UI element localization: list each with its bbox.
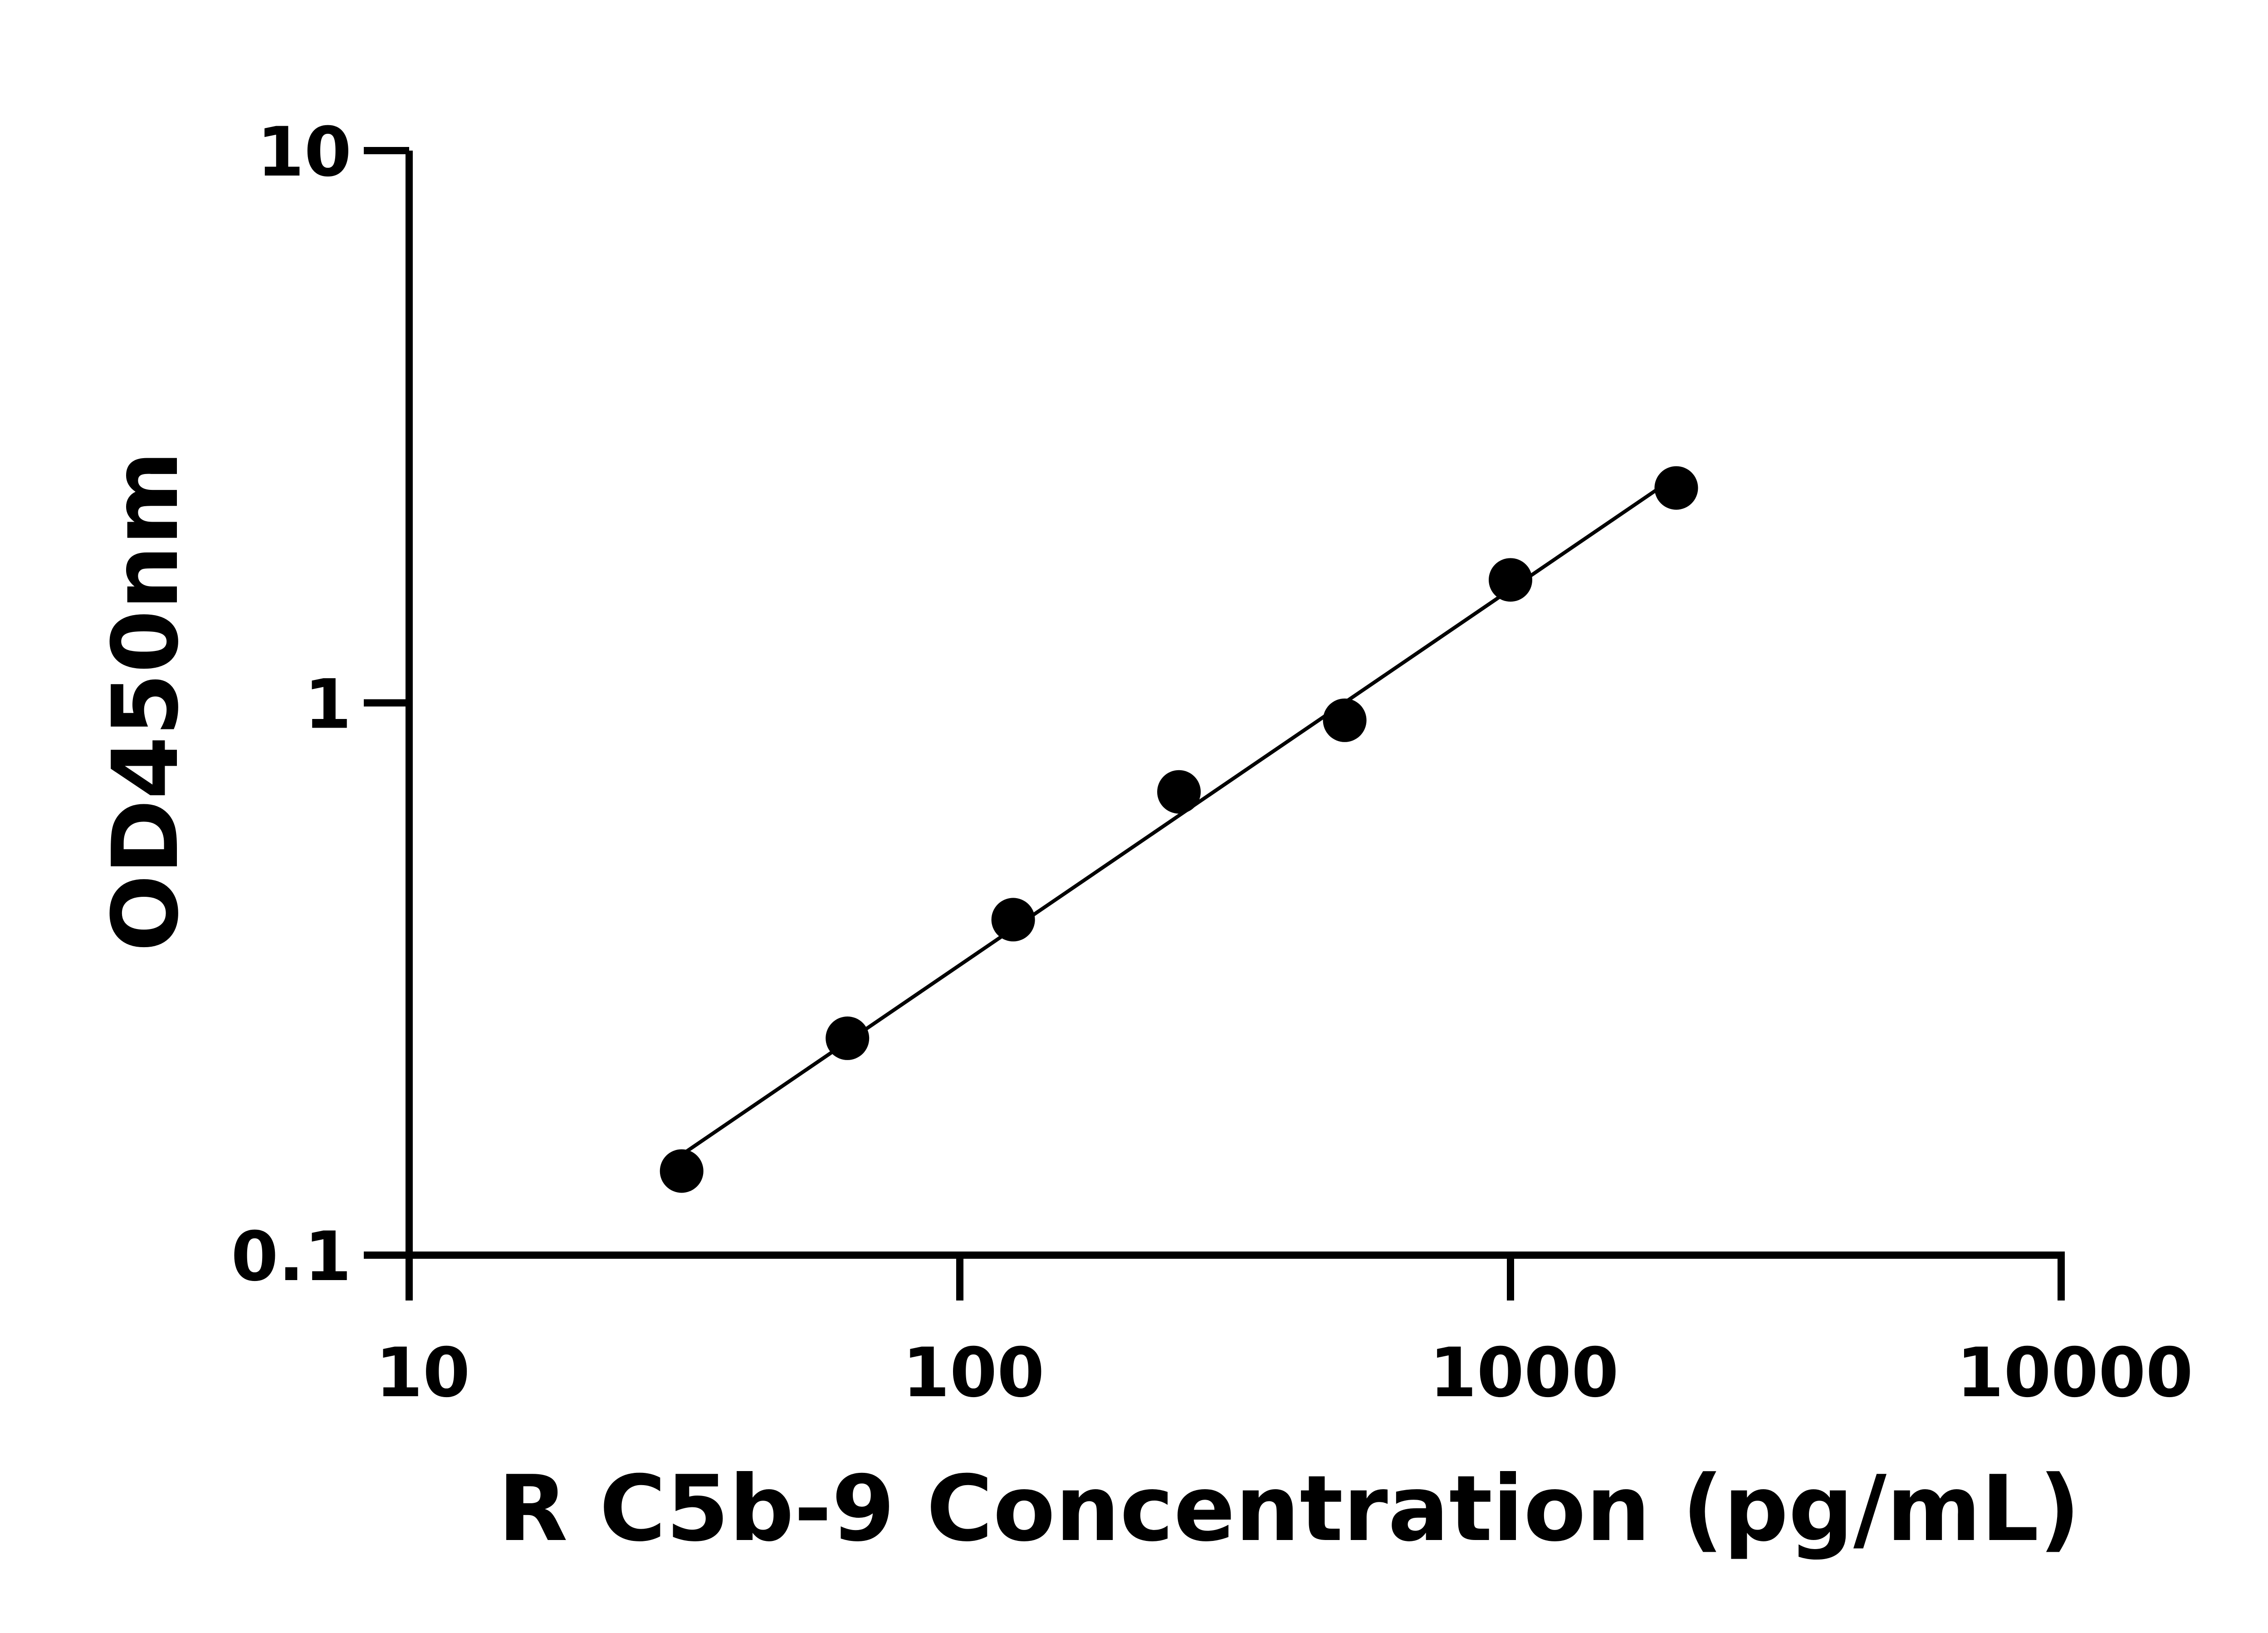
y-tick-label: 1 <box>304 665 352 744</box>
x-tick-label: 1000 <box>1429 1334 1618 1413</box>
data-point <box>826 1016 870 1060</box>
data-point <box>991 898 1035 942</box>
x-axis-title: R C5b-9 Concentration (pg/mL) <box>498 1456 2080 1562</box>
data-point <box>1654 466 1698 510</box>
x-tick-label: 10000 <box>1956 1334 2193 1413</box>
x-tick-label: 100 <box>902 1334 1044 1413</box>
data-point <box>1157 770 1201 814</box>
data-point <box>1323 698 1367 742</box>
x-tick-labels: 10 100 1000 10000 <box>376 1334 2193 1413</box>
axes <box>364 147 2065 1301</box>
x-tick-label: 10 <box>376 1334 470 1413</box>
data-points <box>660 466 1698 1193</box>
y-tick-label: 10 <box>257 113 352 192</box>
data-point <box>660 1149 704 1193</box>
y-axis-title: OD450nm <box>93 451 199 952</box>
y-tick-label: 0.1 <box>231 1217 352 1296</box>
data-point <box>1489 558 1532 602</box>
y-tick-labels: 0.1 1 10 <box>231 113 352 1296</box>
